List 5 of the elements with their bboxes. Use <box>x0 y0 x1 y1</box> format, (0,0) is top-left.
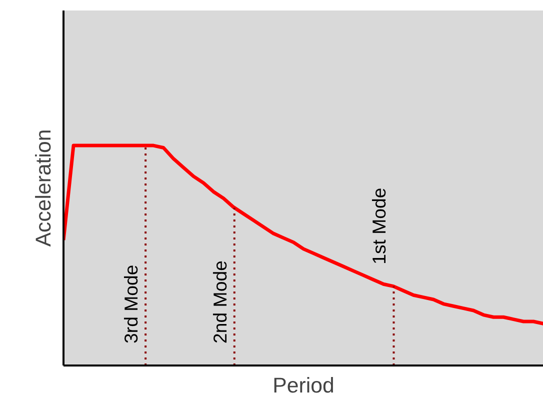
annotation: 3rd Mode <box>120 264 142 344</box>
annotation: 1st Mode <box>368 188 390 264</box>
x-axis-title: Period <box>272 374 334 398</box>
annotation: 2nd Mode <box>209 260 230 344</box>
y-axis-title: Acceleration <box>32 129 56 247</box>
